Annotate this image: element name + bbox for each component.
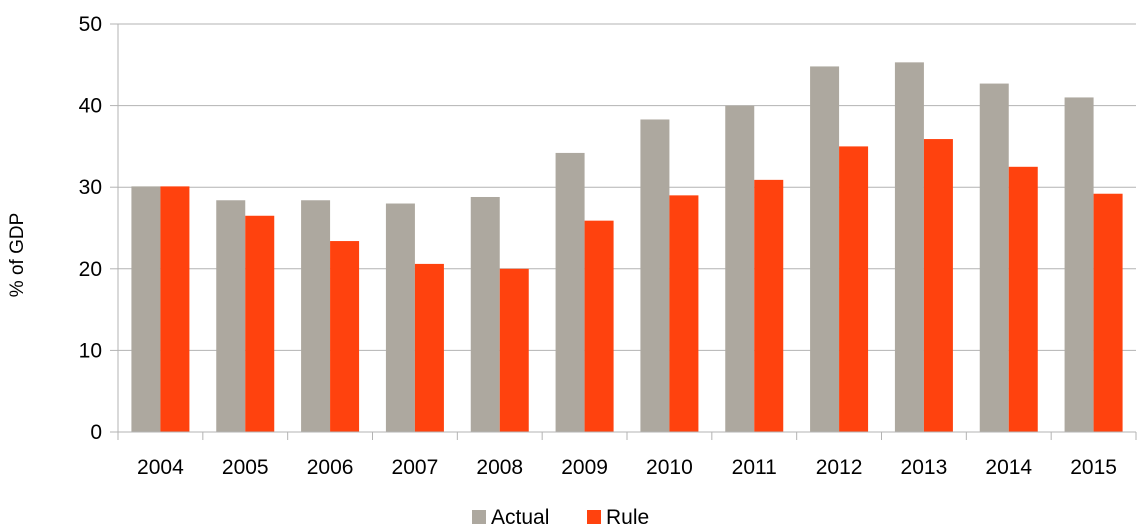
y-tick-labels: 0 10 20 30 40 50 bbox=[79, 13, 102, 444]
y-tick-label: 40 bbox=[79, 95, 102, 118]
bar-rule-2015 bbox=[1093, 193, 1123, 432]
bar-rule-2007 bbox=[414, 263, 444, 432]
x-tick-label: 2005 bbox=[222, 456, 269, 479]
x-tick-label: 2007 bbox=[392, 456, 439, 479]
bar-actual-2011 bbox=[725, 105, 755, 432]
bar-actual-2010 bbox=[640, 119, 670, 433]
y-tick-label: 30 bbox=[79, 176, 102, 199]
x-tick-labels: 2004 2005 2006 2007 2008 2009 2010 2011 2012 2013… bbox=[137, 456, 1117, 479]
legend-label-rule: Rule bbox=[606, 506, 649, 527]
y-tick-label: 20 bbox=[79, 258, 102, 281]
bar-rule-2012 bbox=[839, 146, 869, 432]
bar-rule-2011 bbox=[754, 179, 784, 432]
y-axis-title: % of GDP bbox=[7, 213, 28, 297]
bar-rule-2014 bbox=[1008, 166, 1038, 433]
x-tick-label: 2013 bbox=[901, 456, 948, 479]
bar-actual-2008 bbox=[470, 196, 500, 432]
bar-rule-2006 bbox=[330, 241, 360, 432]
legend-swatch-actual bbox=[472, 510, 486, 524]
bar-actual-2006 bbox=[301, 200, 331, 432]
x-tick-label: 2006 bbox=[307, 456, 354, 479]
bar-rule-2004 bbox=[160, 186, 190, 432]
x-tick-label: 2015 bbox=[1070, 456, 1117, 479]
bar-actual-2009 bbox=[555, 152, 585, 433]
axes bbox=[117, 24, 1137, 440]
bar-actual-2012 bbox=[810, 66, 840, 432]
y-tick-label: 10 bbox=[79, 339, 102, 362]
legend-swatch-rule bbox=[587, 510, 601, 524]
legend-label-actual: Actual bbox=[491, 506, 549, 527]
bar-rule-2009 bbox=[584, 220, 614, 432]
x-tick-label: 2012 bbox=[816, 456, 863, 479]
x-tick-label: 2004 bbox=[137, 456, 184, 479]
y-tick-label: 0 bbox=[90, 421, 102, 444]
bar-actual-2015 bbox=[1064, 97, 1094, 432]
x-tick-label: 2011 bbox=[732, 456, 777, 479]
legend: Actual Rule bbox=[472, 506, 649, 527]
x-tick-label: 2014 bbox=[985, 456, 1032, 479]
x-tick-label: 2010 bbox=[646, 456, 693, 479]
bar-rule-2005 bbox=[245, 215, 275, 432]
gridlines bbox=[110, 23, 1136, 433]
bars bbox=[131, 62, 1123, 433]
y-tick-label: 50 bbox=[79, 13, 102, 36]
bar-actual-2005 bbox=[216, 200, 246, 432]
x-tick-label: 2008 bbox=[476, 456, 523, 479]
bar-actual-2014 bbox=[979, 83, 1009, 433]
bar-actual-2013 bbox=[894, 62, 924, 433]
bar-actual-2004 bbox=[131, 186, 161, 432]
bar-rule-2010 bbox=[669, 195, 699, 432]
x-tick-label: 2009 bbox=[561, 456, 608, 479]
bar-actual-2007 bbox=[385, 203, 415, 432]
bar-rule-2008 bbox=[499, 268, 529, 432]
bar-rule-2013 bbox=[923, 139, 953, 432]
